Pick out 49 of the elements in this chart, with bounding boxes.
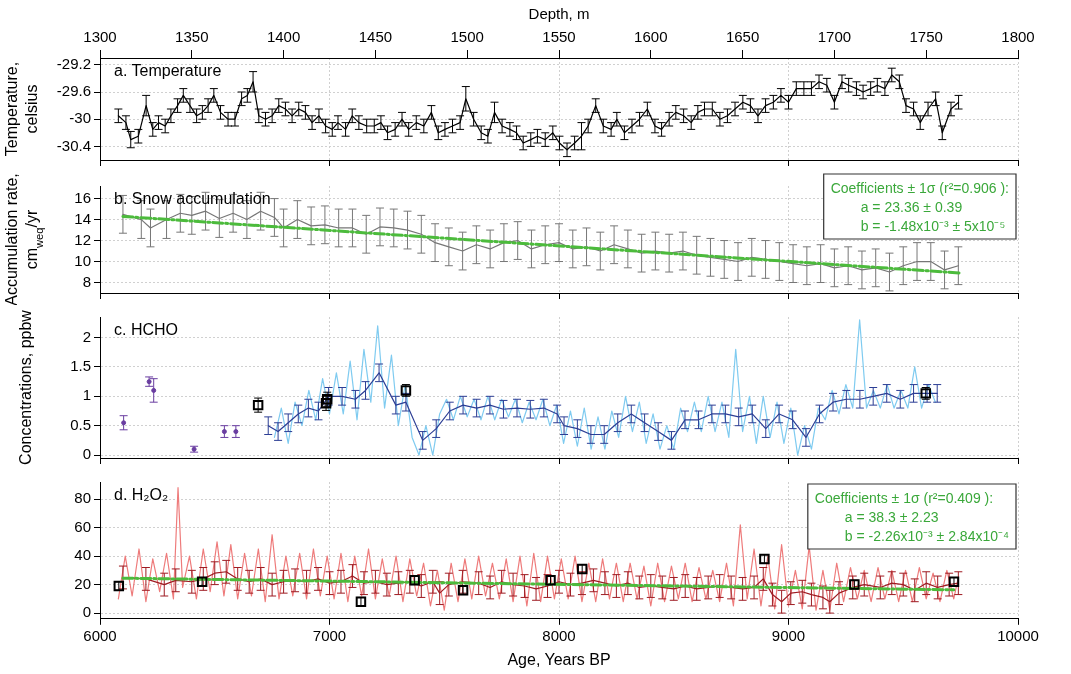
y-axis-title: Temperature, celsius xyxy=(3,61,40,157)
y-tick-label: 60 xyxy=(74,517,91,535)
x2-tick-label: 1500 xyxy=(450,28,484,46)
y-tick-label: 1 xyxy=(82,386,91,404)
y-tick-label: 80 xyxy=(74,489,91,507)
x2-tick-label: 1400 xyxy=(266,28,301,46)
x2-tick-label: 1600 xyxy=(634,28,668,46)
chart-title: b. Snow accumulation xyxy=(114,190,271,207)
annotation: a = 38.3 ± 2.23 xyxy=(844,509,939,525)
x-tick-label: 7000 xyxy=(312,626,347,644)
y-tick-label: 0.5 xyxy=(70,415,91,433)
annotation: Coefficients ± 1σ (r²=0.906 ): xyxy=(830,180,1009,196)
chart-title: c. HCHO xyxy=(114,321,178,338)
y-tick-label: 14 xyxy=(74,209,91,227)
y-tick-label: 0 xyxy=(82,603,91,621)
y-tick-label: 12 xyxy=(74,230,91,248)
y-tick-label: -29.6 xyxy=(56,82,91,100)
annotation: b = -2.26x10⁻³ ± 2.84x10⁻⁴ xyxy=(844,528,1009,544)
y-tick-label: 2 xyxy=(82,327,91,345)
y-tick-label: -29.2 xyxy=(56,54,91,72)
x-tick-label: 6000 xyxy=(83,626,117,644)
x-tick-label: 8000 xyxy=(542,626,576,644)
x-tick-label: 10000 xyxy=(997,626,1039,644)
y-tick-label: 0 xyxy=(82,445,91,463)
x2-tick-label: 1450 xyxy=(358,28,393,46)
y-tick-label: 10 xyxy=(74,251,91,269)
y-tick-label: 8 xyxy=(82,272,91,290)
y-tick-label: -30 xyxy=(69,109,91,127)
y-axis-title: Concentrations, ppbw xyxy=(17,309,34,465)
x2-tick-label: 1350 xyxy=(175,28,209,46)
x2-tick-label: 1300 xyxy=(83,28,117,46)
x2-tick-label: 1800 xyxy=(1001,28,1035,46)
x2-tick-label: 1650 xyxy=(725,28,760,46)
annotation: Coefficients ± 1σ (r²=0.409 ): xyxy=(814,490,994,506)
x2-tick-label: 1550 xyxy=(542,28,576,46)
x2-tick-label: 1700 xyxy=(817,28,852,46)
x-tick-label: 9000 xyxy=(771,626,806,644)
chart-title: a. Temperature xyxy=(114,62,222,79)
annotation: b = -1.48x10⁻³ ± 5x10⁻⁵ xyxy=(860,218,1006,234)
y-tick-label: 40 xyxy=(74,546,91,564)
x2-tick-label: 1750 xyxy=(909,28,943,46)
chart-title: d. H₂O₂ xyxy=(114,486,169,503)
x2-axis-title: Depth, m xyxy=(528,5,590,23)
y-tick-label: -30.4 xyxy=(56,136,91,154)
y-tick-label: 20 xyxy=(74,574,91,592)
x-axis-title: Age, Years BP xyxy=(507,650,611,668)
annotation: a = 23.36 ± 0.39 xyxy=(860,199,963,215)
y-tick-label: 16 xyxy=(74,188,91,206)
y-tick-label: 1.5 xyxy=(70,357,91,375)
